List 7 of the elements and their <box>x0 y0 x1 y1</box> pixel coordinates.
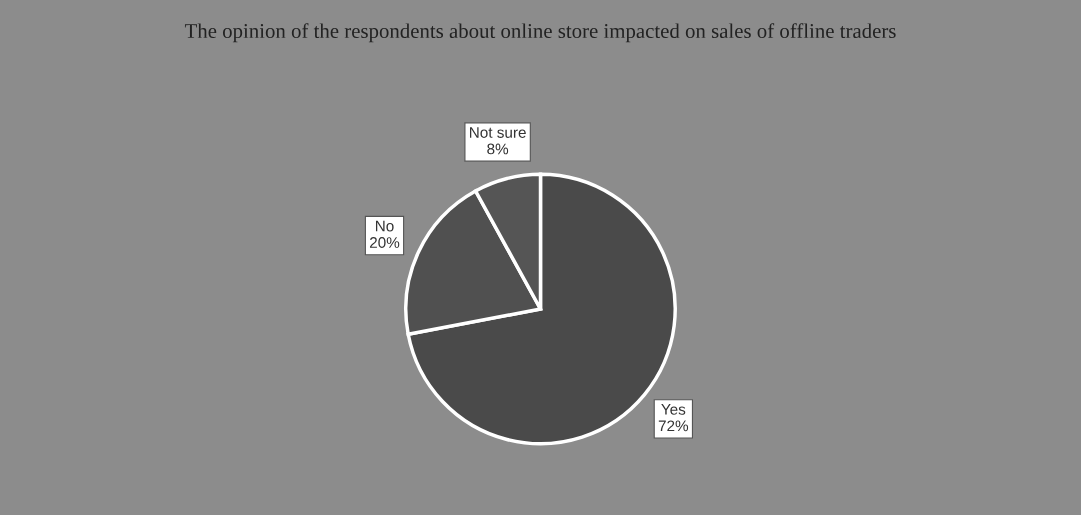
data-label: 20% <box>369 237 400 248</box>
slice-label: Yes <box>661 404 686 415</box>
slice-label: No <box>375 220 394 232</box>
chart-title: The opinion of the respondents about online store impacted on sales of offline traders <box>184 23 896 43</box>
data-label: 8% <box>487 143 509 155</box>
data-label: 72% <box>658 420 689 432</box>
slice-label: Not sure <box>470 127 526 138</box>
